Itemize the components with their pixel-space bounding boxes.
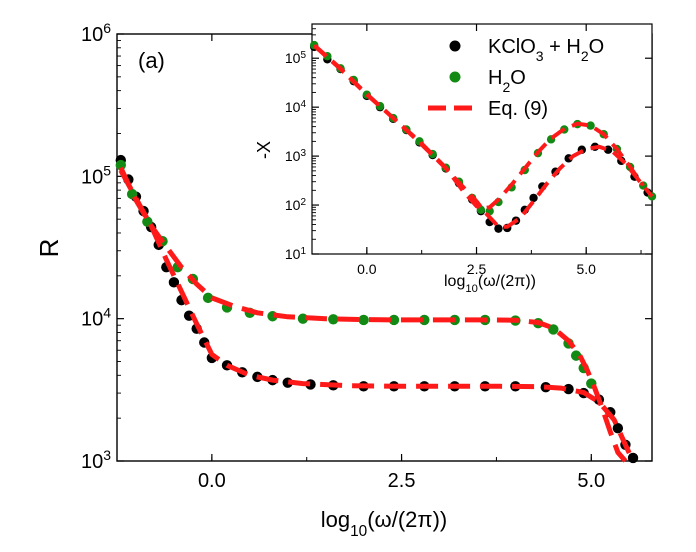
inset-panel: 0.0 2.5 5.0 101 102 103 104 105 -X log10(ω/(2π)… — [254, 23, 657, 295]
point-h2o — [419, 314, 430, 326]
inset-x-tick-label: 5.0 — [576, 261, 596, 277]
legend-marker-0 — [449, 40, 461, 52]
point-h2o — [358, 314, 369, 326]
inset-y-tick-label: 105 — [285, 50, 307, 67]
legend-label-1: H2O — [488, 67, 526, 95]
main-y-axis-label: R — [34, 239, 64, 258]
inset-y-axis-label: -X — [254, 141, 274, 159]
fit-curve-1 — [312, 43, 645, 211]
inset-y-tick-label: 103 — [285, 148, 307, 165]
point-kclo3-h2o — [627, 452, 639, 464]
point-h2o — [548, 324, 559, 335]
point-h2o — [586, 121, 595, 130]
legend-marker-1 — [449, 71, 461, 83]
point-kclo3-h2o — [563, 383, 574, 395]
point-kclo3-h2o — [612, 422, 624, 434]
point-h2o — [202, 292, 214, 304]
fit-curve-0 — [118, 169, 636, 463]
fit-curve-1 — [118, 166, 628, 463]
main-y-tick-label: 105 — [81, 162, 111, 188]
point-kclo3-h2o — [494, 224, 503, 233]
main-x-tick-label: 0.0 — [198, 470, 226, 492]
point-kclo3-h2o — [529, 193, 538, 203]
legend: KClO3 + H2O H2O Eq. (9) — [428, 36, 604, 120]
inset-y-tick-label: 104 — [285, 99, 307, 116]
legend-label-0: KClO3 + H2O — [488, 36, 604, 64]
main-data — [115, 154, 639, 464]
inset-y-tick-label: 101 — [285, 245, 307, 262]
main-y-tick-label: 104 — [81, 305, 111, 331]
inset-x-tick-label: 0.0 — [357, 261, 377, 277]
inset-ticks: 0.0 2.5 5.0 101 102 103 104 105 — [285, 24, 652, 277]
inset-x-tick-label: 2.5 — [467, 261, 487, 277]
point-h2o — [328, 314, 339, 325]
main-ticks: 0.0 2.5 5.0 103 104 105 106 — [81, 20, 652, 492]
inset-y-tick-label: 102 — [285, 196, 307, 213]
point-h2o — [142, 216, 153, 227]
main-x-axis-label: log10(ω/(2π)) — [321, 507, 448, 540]
inset-x-axis-label: log10(ω/(2π)) — [444, 273, 536, 295]
legend-label-2: Eq. (9) — [488, 98, 548, 120]
main-y-tick-label: 106 — [81, 20, 111, 46]
main-x-tick-label: 5.0 — [577, 470, 605, 492]
main-y-tick-label: 103 — [81, 447, 111, 473]
main-panel: 0.0 2.5 5.0 103 104 105 106 (a) R log10(ω/(2π)… — [34, 20, 653, 540]
panel-label: (a) — [138, 48, 165, 73]
inset-data — [309, 40, 657, 233]
point-kclo3-h2o — [168, 277, 180, 288]
inset-plot-frame — [311, 23, 653, 255]
main-x-tick-label: 2.5 — [388, 470, 416, 492]
point-h2o — [388, 314, 400, 326]
